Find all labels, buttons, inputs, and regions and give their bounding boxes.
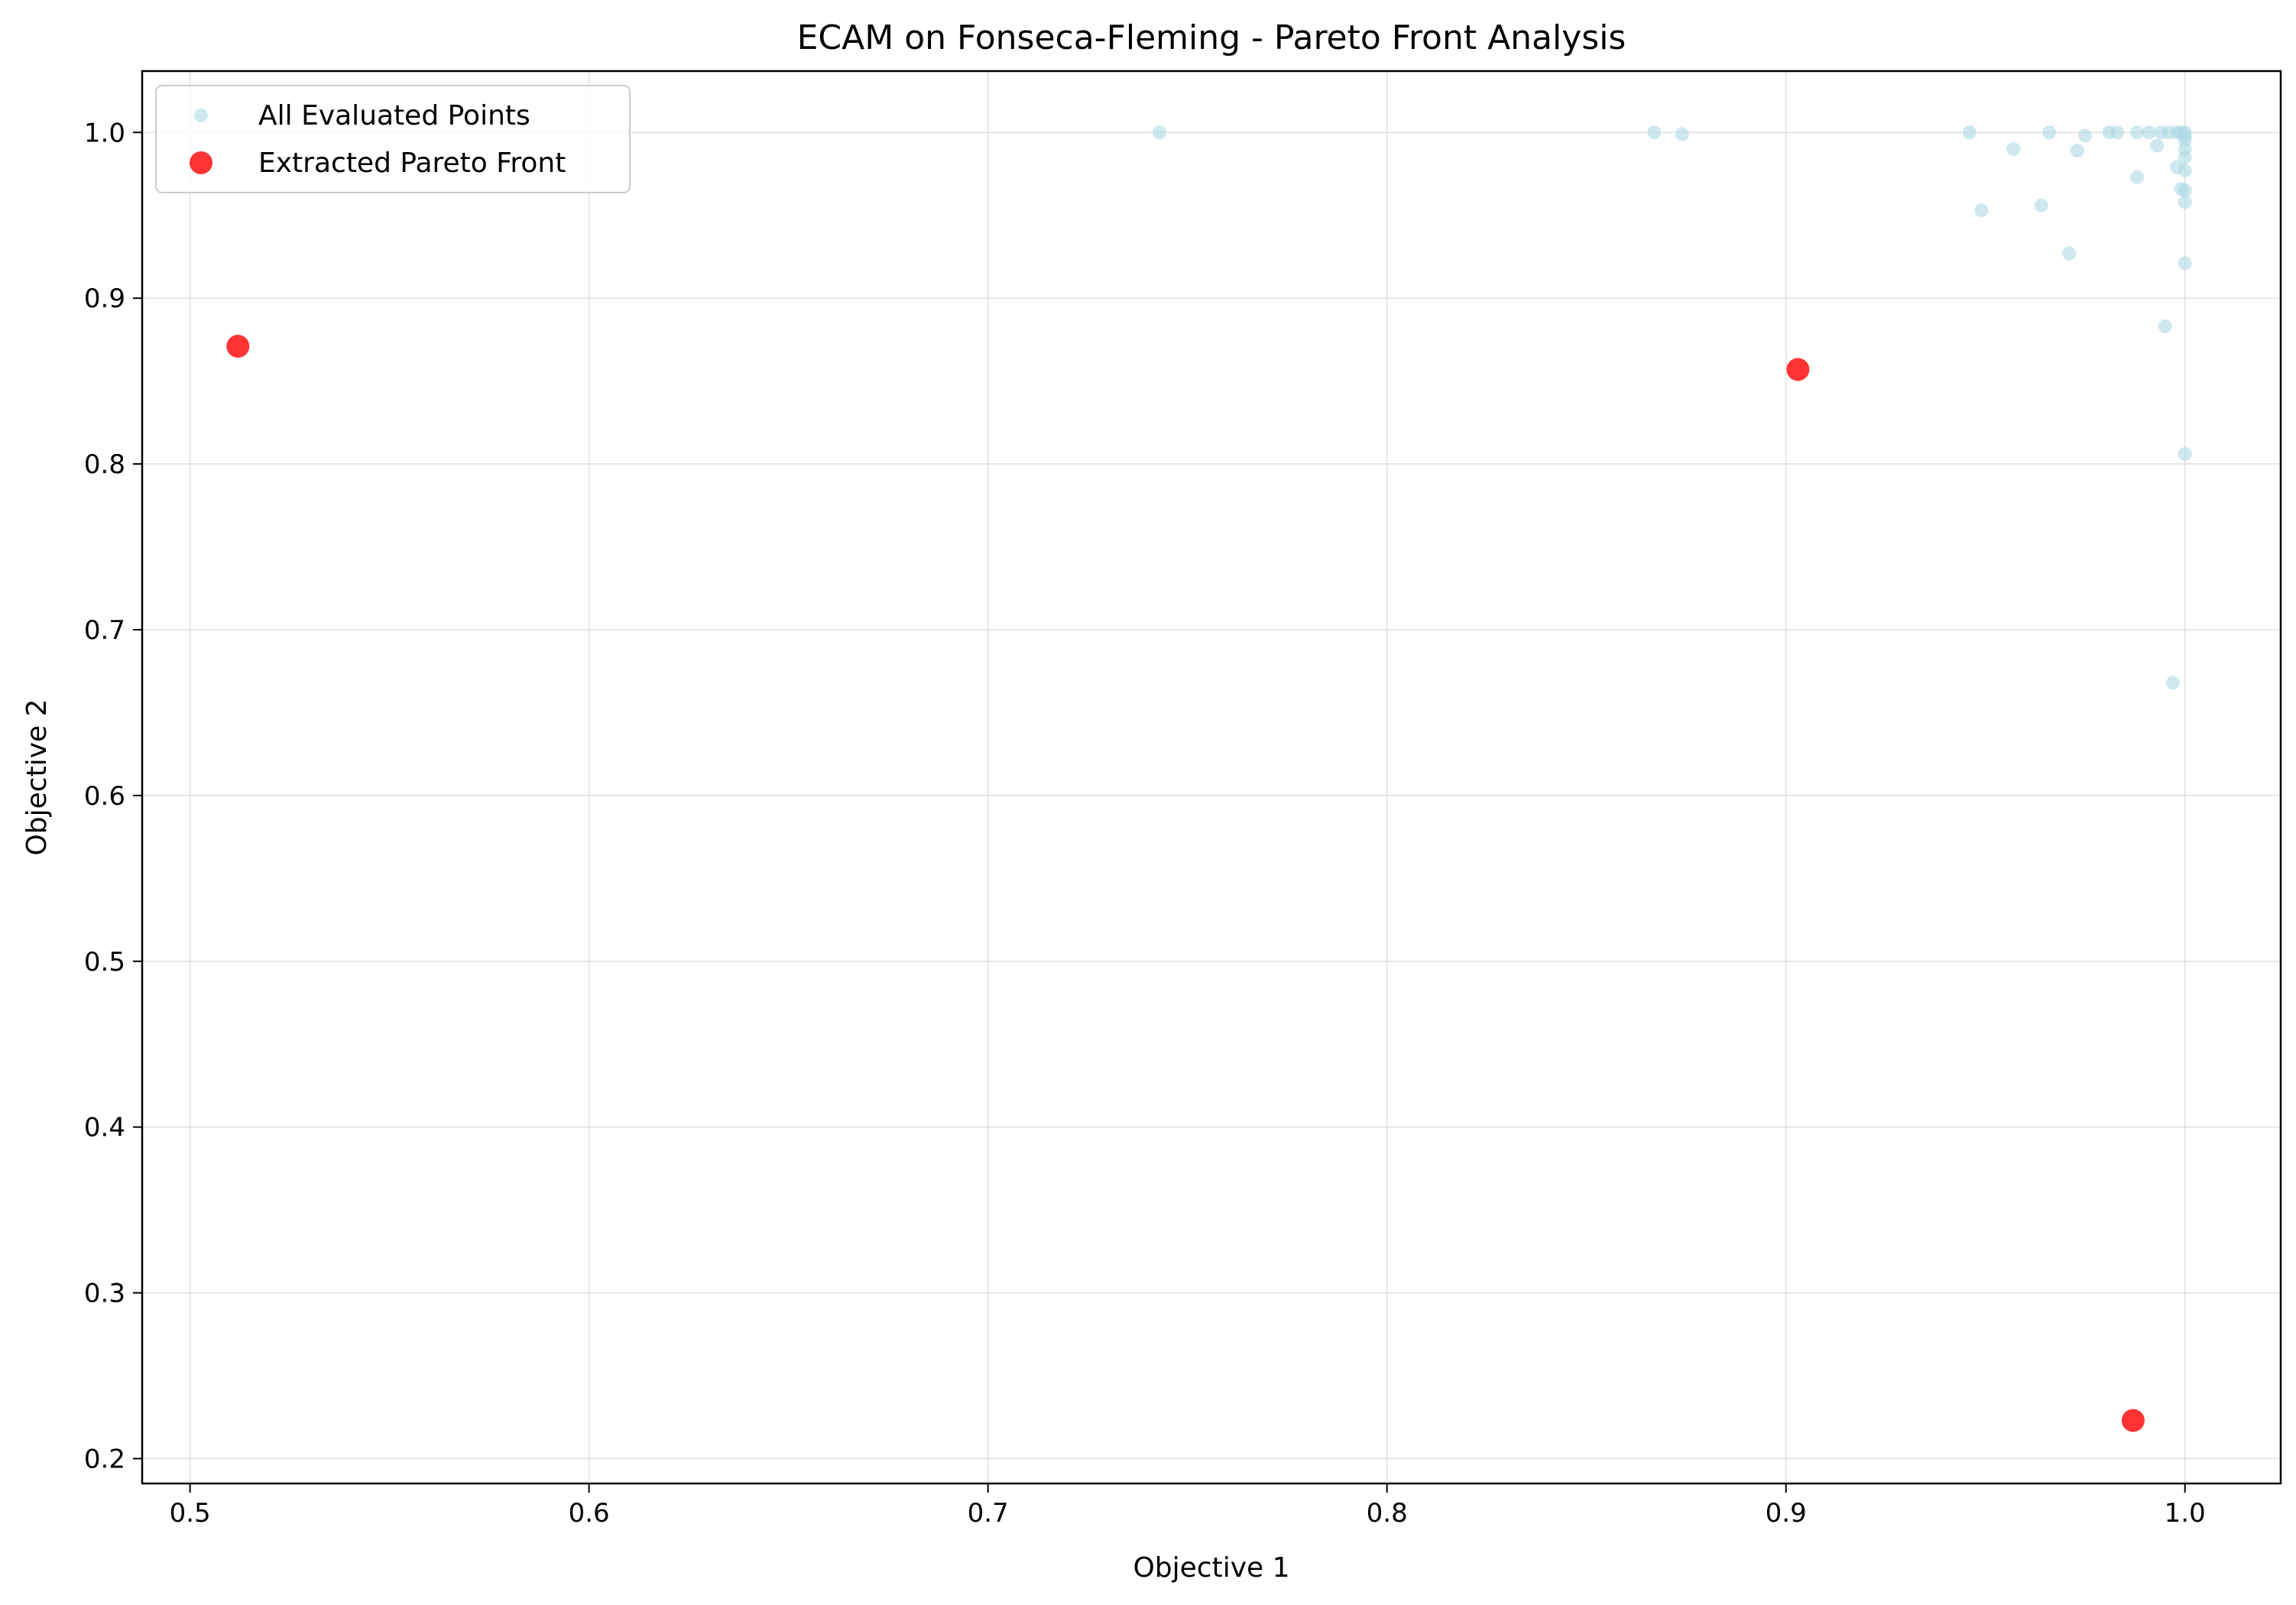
evaluated-point [2178,256,2192,271]
evaluated-point [2130,125,2145,140]
evaluated-point [2042,125,2057,140]
legend-label-all-evaluated: All Evaluated Points [258,100,530,131]
x-tick-label: 0.7 [968,1498,1009,1529]
y-axis-label: Objective 2 [21,699,53,855]
evaluated-point [1962,125,1977,140]
legend-box [155,85,631,193]
pareto-point [2121,1409,2145,1432]
x-tick-label: 0.5 [170,1498,211,1529]
evaluated-point [2158,319,2172,334]
evaluated-point [2178,447,2192,462]
evaluated-point [2078,128,2093,143]
evaluated-point [2142,125,2156,140]
evaluated-point [2178,195,2192,209]
y-tick-label: 0.2 [84,1444,125,1474]
evaluated-point [1647,125,1662,140]
y-tick-label: 0.5 [84,947,125,978]
grid [142,71,2281,1483]
x-tick-label: 0.6 [569,1498,610,1529]
chart-title: ECAM on Fonseca-Fleming - Pareto Front A… [797,18,1626,57]
y-tick-label: 0.6 [84,781,125,812]
legend: All Evaluated Points Extracted Pareto Fr… [155,85,631,193]
evaluated-point [2178,150,2192,164]
evaluated-point [2110,125,2124,140]
evaluated-point [1974,203,1989,218]
x-tick-label: 0.9 [1766,1498,1807,1529]
x-axis: 0.5 0.6 0.7 0.8 0.9 1.0 [170,1483,2206,1529]
y-tick-label: 0.4 [84,1113,125,1143]
y-tick-label: 1.0 [84,118,125,148]
evaluated-point [2150,138,2165,153]
plot-frame [141,70,2282,1485]
x-tick-label: 1.0 [2165,1498,2206,1529]
evaluated-point [2178,164,2192,178]
y-axis: 0.2 0.3 0.4 0.5 0.6 0.7 0.8 0.9 1.0 [84,118,142,1474]
evaluated-point [1675,127,1689,141]
y-tick-label: 0.7 [84,615,125,646]
y-tick-label: 0.8 [84,449,125,480]
legend-marker-all-evaluated [194,109,208,122]
evaluated-point [2006,141,2021,156]
evaluated-point [2070,144,2084,158]
pareto-point [226,335,250,358]
x-axis-label: Objective 1 [1133,1552,1289,1584]
evaluated-point [2062,246,2077,261]
evaluated-point [2130,170,2145,184]
pareto-point [1786,358,1810,381]
legend-marker-pareto-front [190,151,212,174]
y-tick-label: 0.9 [84,284,125,314]
y-tick-label: 0.3 [84,1279,125,1309]
evaluated-point [2034,198,2048,212]
legend-label-pareto-front: Extracted Pareto Front [258,148,566,179]
evaluated-point [2166,676,2181,690]
data-points [226,125,2192,1432]
evaluated-point [1153,125,1167,140]
x-tick-label: 0.8 [1367,1498,1408,1529]
evaluated-point [2178,183,2192,198]
